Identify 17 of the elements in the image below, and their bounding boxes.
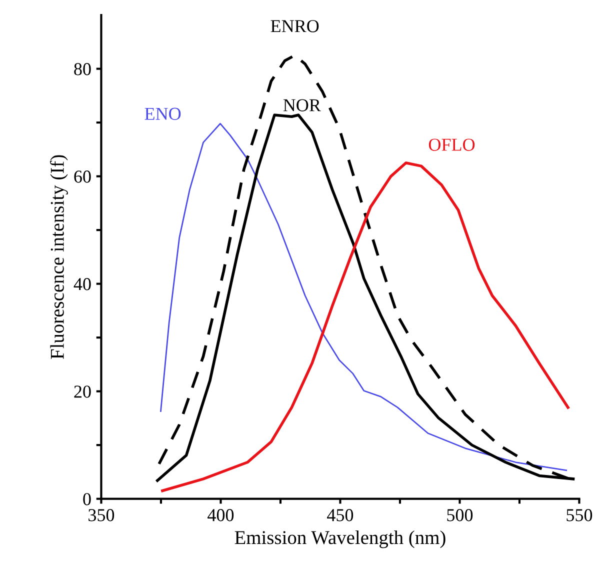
series-label: NOR xyxy=(283,99,321,112)
y-axis-title: Fluorescence intensity (If) xyxy=(50,155,68,359)
y-tick-label: 20 xyxy=(74,386,91,398)
x-tick-label: 400 xyxy=(208,509,234,522)
y-tick-label: 0 xyxy=(83,493,91,506)
series-label: OFLO xyxy=(428,138,475,151)
x-tick-label: 500 xyxy=(447,509,473,522)
x-tick-label: 550 xyxy=(566,509,592,522)
line-series xyxy=(161,161,570,492)
x-axis-title: Emission Wavelength (nm) xyxy=(234,530,446,548)
y-tick-label: 80 xyxy=(74,63,91,76)
series-label: ENRO xyxy=(270,20,319,32)
x-tick-label: 350 xyxy=(88,509,114,522)
y-tick-label: 60 xyxy=(74,170,91,183)
y-tick-label: 40 xyxy=(74,278,91,290)
x-tick-label: 450 xyxy=(327,509,354,522)
series-label: ENO xyxy=(144,108,181,120)
